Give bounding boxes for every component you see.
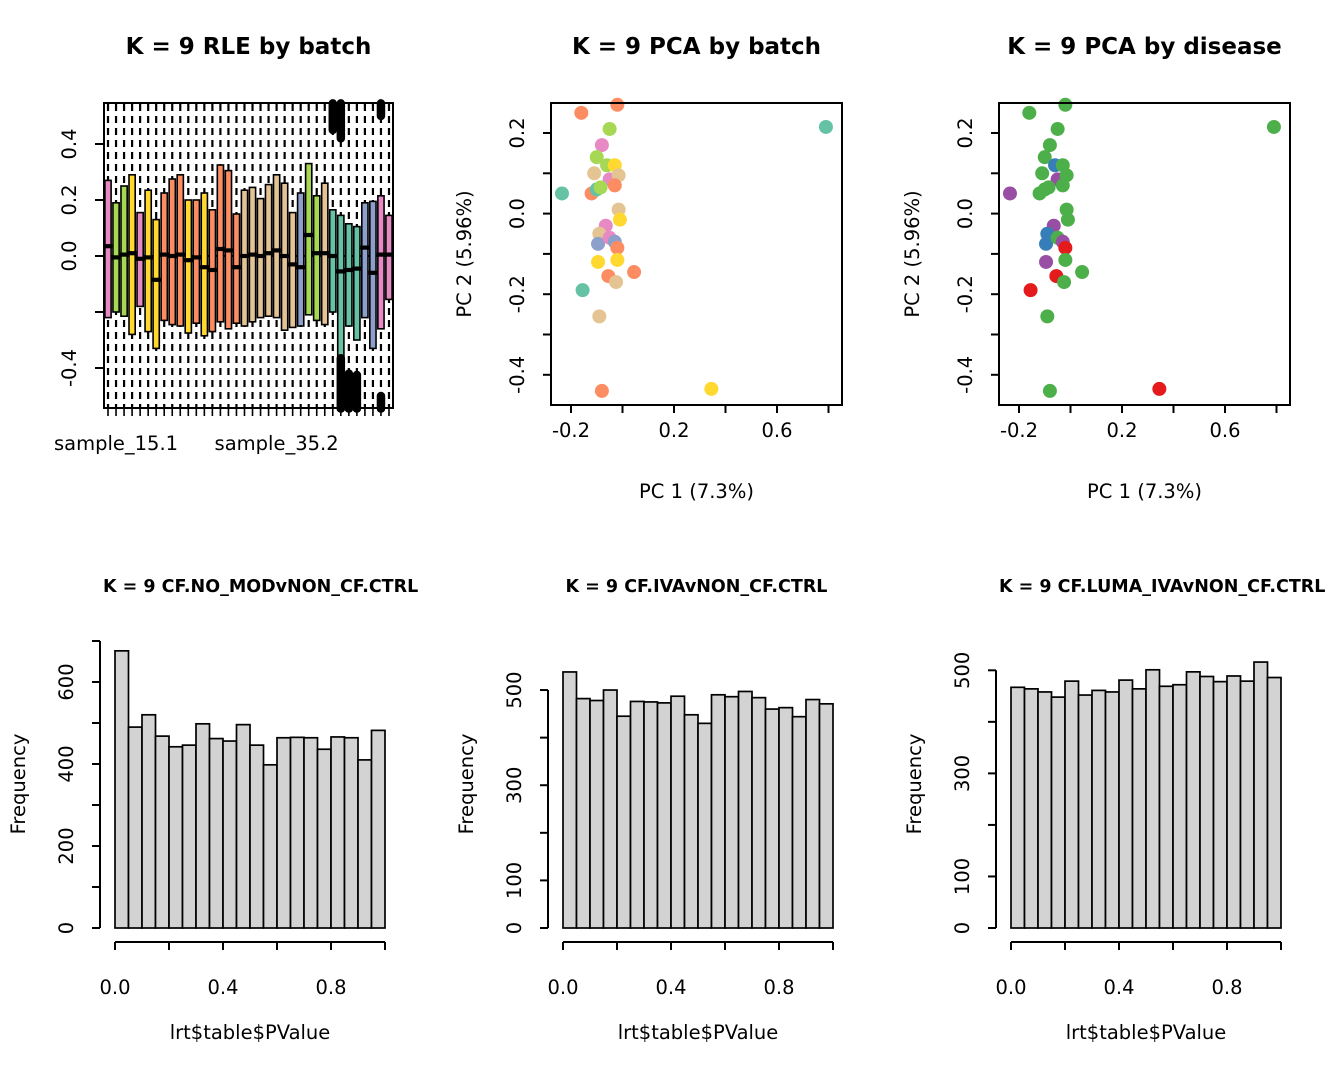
hist-no-mod-xlabel: lrt$table$PValue [169,1021,331,1044]
scatter-y-axis: 0.2 0.0 -0.2 -0.4 [954,117,999,394]
svg-text:500: 500 [503,671,526,708]
rle-x-axis: sample_15.1 sample_35.2 [54,408,390,455]
rle-whiskers [106,104,391,407]
hist-bars [1010,661,1282,929]
svg-text:0.0: 0.0 [954,198,977,229]
rle-title: K = 9 RLE by batch [125,34,372,60]
svg-text:0.2: 0.2 [1106,419,1137,442]
hist-y-axis: 0 100 300 500 [951,652,997,934]
hist-no-mod-title: K = 9 CF.NO_MODvNON_CF.CTRL [103,577,419,597]
hist-no-mod-svg: 0 200 400 600 0.0 0.4 0.8 [55,640,386,999]
rle-boxes [103,162,394,361]
panel-rle-by-batch: K = 9 RLE by batch 0.4 0.2 0.0 -0.4 sample_1… [0,0,448,537]
pca-batch-scatter-svg: 0.2 0.0 -0.2 -0.4 -0.2 0.2 0.6 [506,97,843,442]
hist-iva-title: K = 9 CF.IVAvNON_CF.CTRL [565,577,828,597]
pca-disease-title: K = 9 PCA by disease [1007,34,1282,60]
svg-text:0.4: 0.4 [655,976,686,999]
panel-hist-luma-iva: K = 9 CF.LUMA_IVAvNON_CF.CTRL Frequency … [896,537,1344,1074]
svg-text:-0.4: -0.4 [58,349,81,387]
svg-text:0.8: 0.8 [315,976,346,999]
svg-text:0.0: 0.0 [506,198,529,229]
svg-text:0.6: 0.6 [761,419,792,442]
hist-luma-iva-svg: 0 100 300 500 0.0 0.4 0.8 [951,652,1282,999]
svg-text:300: 300 [951,755,974,792]
pca-batch-title: K = 9 PCA by batch [571,34,822,60]
scatter-points [1002,97,1281,398]
svg-text:0.4: 0.4 [1103,976,1134,999]
hist-bars [114,649,386,929]
hist-luma-iva-xlabel: lrt$table$PValue [1065,1021,1227,1044]
svg-text:600: 600 [55,663,78,700]
svg-text:0.4: 0.4 [207,976,238,999]
svg-text:100: 100 [951,858,974,895]
scatter-plot-border [998,102,1291,406]
svg-text:-0.4: -0.4 [506,356,529,394]
svg-text:-0.2: -0.2 [954,275,977,313]
hist-iva-xlabel: lrt$table$PValue [617,1021,779,1044]
panel-pca-by-disease: K = 9 PCA by disease PC 2 (5.96%) PC 1 (… [896,0,1344,537]
hist-luma-iva-title: K = 9 CF.LUMA_IVAvNON_CF.CTRL [999,577,1326,597]
scatter-x-axis: -0.2 0.2 0.6 [552,405,830,442]
hist-bars [562,671,834,929]
svg-text:0.2: 0.2 [58,184,81,215]
hist-x-axis: 0.0 0.4 0.8 [99,941,386,999]
rle-plot-border [103,102,394,409]
rle-y-axis: 0.4 0.2 0.0 -0.4 [58,128,104,387]
svg-text:sample_35.2: sample_35.2 [215,432,339,455]
svg-text:-0.4: -0.4 [954,356,977,394]
svg-text:0.6: 0.6 [1209,419,1240,442]
hist-y-axis: 0 100 300 500 [503,671,549,934]
svg-text:0.4: 0.4 [58,128,81,159]
hist-y-axis: 0 200 400 600 [55,640,101,934]
scatter-x-axis: -0.2 0.2 0.6 [1000,405,1278,442]
svg-text:0.0: 0.0 [547,976,578,999]
svg-text:0: 0 [55,922,78,934]
svg-text:0.0: 0.0 [99,976,130,999]
svg-text:-0.2: -0.2 [552,419,590,442]
svg-text:0.8: 0.8 [763,976,794,999]
scatter-y-axis: 0.2 0.0 -0.2 -0.4 [506,117,551,394]
panel-hist-iva: K = 9 CF.IVAvNON_CF.CTRL Frequency lrt$t… [448,537,896,1074]
svg-text:400: 400 [55,745,78,782]
svg-text:0: 0 [503,922,526,934]
svg-text:0.2: 0.2 [658,419,689,442]
svg-text:500: 500 [951,652,974,689]
hist-x-axis: 0.0 0.4 0.8 [547,941,834,999]
pca-batch-xlabel: PC 1 (7.3%) [639,480,754,503]
hist-x-axis: 0.0 0.4 0.8 [995,941,1282,999]
scatter-points [554,97,833,398]
svg-text:0.8: 0.8 [1211,976,1242,999]
svg-text:0.2: 0.2 [506,117,529,148]
svg-text:0.0: 0.0 [58,240,81,271]
svg-text:-0.2: -0.2 [506,275,529,313]
rle-outlier-clusters [328,99,386,413]
svg-text:200: 200 [55,827,78,864]
pca-disease-xlabel: PC 1 (7.3%) [1087,480,1202,503]
hist-iva-svg: 0 100 300 500 0.0 0.4 0.8 [503,671,834,999]
panel-pca-by-batch: K = 9 PCA by batch PC 2 (5.96%) PC 1 (7.… [448,0,896,537]
svg-text:100: 100 [503,862,526,899]
svg-text:0.2: 0.2 [954,117,977,148]
svg-text:sample_15.1: sample_15.1 [54,432,178,455]
panel-hist-no-mod: K = 9 CF.NO_MODvNON_CF.CTRL Frequency lr… [0,537,448,1074]
scatter-plot-border [550,102,843,406]
pca-disease-scatter-svg: 0.2 0.0 -0.2 -0.4 -0.2 0.2 0.6 [954,97,1291,442]
rle-boxplot-svg: 0.4 0.2 0.0 -0.4 sample_15.1 sample_35.2 [54,99,394,455]
svg-text:300: 300 [503,767,526,804]
svg-text:0: 0 [951,922,974,934]
svg-text:-0.2: -0.2 [1000,419,1038,442]
svg-text:0.0: 0.0 [995,976,1026,999]
